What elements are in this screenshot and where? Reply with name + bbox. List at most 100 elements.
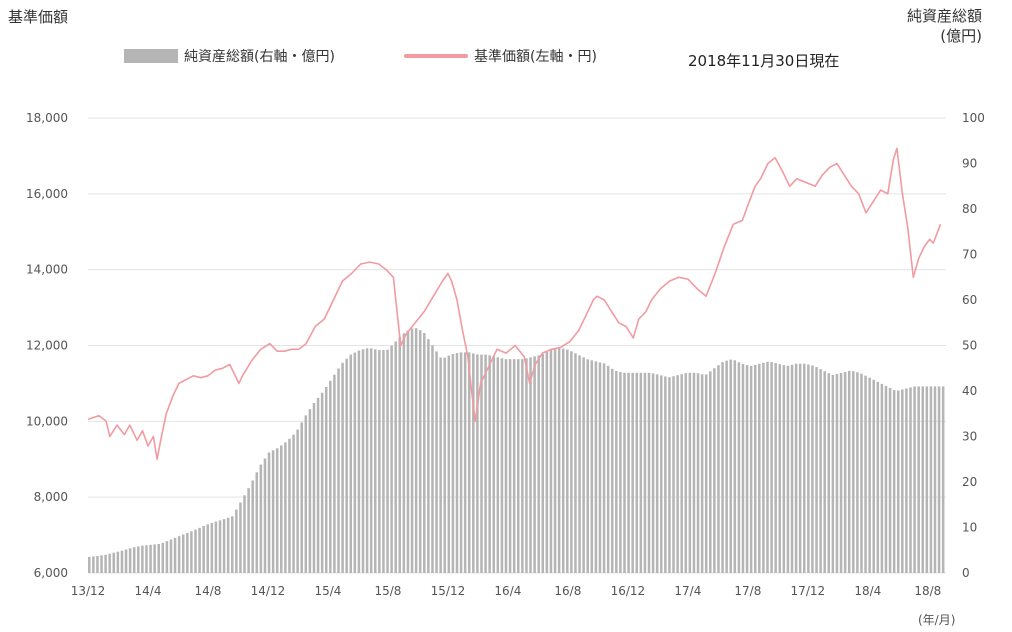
net-assets-bar — [235, 509, 238, 573]
net-assets-bar — [782, 365, 786, 573]
net-assets-bar — [561, 348, 565, 573]
net-assets-bar — [218, 520, 222, 573]
net-assets-bar — [753, 364, 757, 573]
net-assets-bar — [778, 364, 782, 573]
right-tick-label: 60 — [962, 293, 977, 307]
x-tick-label: 17/8 — [734, 584, 761, 598]
net-assets-bar — [231, 516, 234, 573]
net-assets-bar — [275, 448, 279, 573]
net-assets-bar — [929, 386, 933, 573]
right-tick-label: 0 — [962, 566, 970, 580]
right-tick-label: 20 — [962, 475, 977, 489]
net-assets-bar — [774, 363, 777, 573]
right-tick-label: 10 — [962, 521, 977, 535]
legend-bar-swatch — [124, 49, 178, 63]
net-assets-bar — [406, 330, 410, 573]
net-assets-bar — [378, 350, 381, 573]
net-assets-bar — [251, 480, 254, 573]
net-assets-bar — [132, 547, 136, 573]
net-assets-bar — [933, 386, 937, 573]
net-assets-bar — [349, 354, 353, 573]
net-assets-bar — [610, 368, 614, 573]
x-tick-label: 14/12 — [251, 584, 286, 598]
left-tick-label: 6,000 — [34, 566, 68, 580]
net-assets-bar — [619, 372, 622, 573]
net-assets-bar — [521, 359, 524, 573]
net-assets-bar — [447, 355, 451, 573]
right-axis-title-line1: 純資産総額 — [906, 7, 982, 25]
right-tick-label: 70 — [962, 248, 977, 262]
net-assets-bar — [329, 380, 332, 573]
left-tick-label: 16,000 — [26, 187, 68, 201]
net-assets-bar — [557, 347, 561, 573]
net-assets-bar — [161, 542, 165, 573]
net-assets-bar — [104, 554, 107, 573]
legend-line-swatch — [404, 54, 468, 58]
net-assets-bar — [892, 390, 896, 573]
net-assets-bar — [398, 337, 402, 573]
net-assets-bar — [247, 488, 250, 573]
net-assets-bar — [602, 363, 606, 573]
net-assets-bar — [255, 472, 259, 573]
net-assets-bar — [578, 355, 581, 573]
net-assets-bar — [476, 354, 479, 573]
net-assets-bar — [884, 385, 888, 573]
net-assets-bar — [941, 386, 945, 573]
net-assets-bar — [177, 536, 181, 573]
net-assets-bar — [847, 370, 851, 573]
net-assets-bar — [794, 363, 798, 573]
right-axis-title: 純資産総額 (億円) — [907, 6, 982, 46]
net-assets-bar — [709, 371, 712, 573]
net-assets-bar — [259, 464, 263, 573]
net-assets-bar — [222, 519, 226, 573]
net-assets-bar — [308, 409, 312, 573]
net-assets-bar — [639, 372, 643, 573]
net-assets-bar — [807, 364, 810, 573]
net-assets-bar — [292, 434, 295, 573]
net-assets-bar — [141, 545, 144, 573]
net-assets-bar — [680, 374, 683, 573]
net-assets-bar — [194, 529, 197, 573]
net-assets-bar — [937, 386, 941, 573]
net-assets-bar — [549, 350, 553, 573]
net-assets-bar — [402, 333, 406, 573]
net-assets-bars — [88, 328, 945, 573]
net-assets-bar — [439, 357, 442, 573]
net-assets-bar — [676, 375, 679, 573]
net-assets-bar — [766, 361, 769, 573]
net-assets-bar — [488, 355, 491, 573]
net-assets-bar — [116, 551, 120, 573]
net-assets-bar — [749, 365, 753, 573]
net-assets-bar — [864, 375, 867, 573]
net-assets-bar — [390, 345, 393, 573]
left-tick-label: 8,000 — [34, 490, 68, 504]
net-assets-bar — [917, 386, 920, 573]
net-assets-bar — [394, 341, 397, 573]
net-assets-bar — [181, 534, 185, 573]
x-tick-label: 14/4 — [135, 584, 162, 598]
net-assets-bar — [410, 328, 414, 573]
net-assets-bar — [271, 450, 275, 573]
net-assets-bar — [643, 372, 647, 573]
net-assets-bar — [284, 442, 287, 573]
net-assets-bar — [574, 353, 577, 573]
net-assets-bar — [541, 354, 545, 573]
net-assets-bar — [831, 374, 835, 573]
x-tick-label: 14/8 — [194, 584, 221, 598]
net-assets-bar — [128, 548, 132, 573]
net-assets-bar — [852, 371, 855, 573]
net-assets-bar — [798, 363, 802, 573]
net-assets-bar — [594, 361, 598, 573]
x-axis-ticks: 13/12 14/4 14/8 14/12 15/4 15/8 15/12 16/4 16/8 1… — [71, 584, 942, 598]
net-assets-bar — [304, 415, 308, 573]
net-assets-bar — [627, 372, 630, 573]
net-assets-bar — [713, 368, 716, 573]
net-assets-bar — [214, 521, 218, 573]
net-assets-bar — [545, 352, 549, 573]
net-assets-bar — [263, 458, 267, 573]
net-assets-bar — [856, 372, 859, 573]
net-assets-bar — [153, 544, 156, 573]
net-assets-bar — [186, 532, 189, 573]
net-assets-bar — [300, 422, 303, 573]
net-assets-bar — [345, 358, 348, 573]
